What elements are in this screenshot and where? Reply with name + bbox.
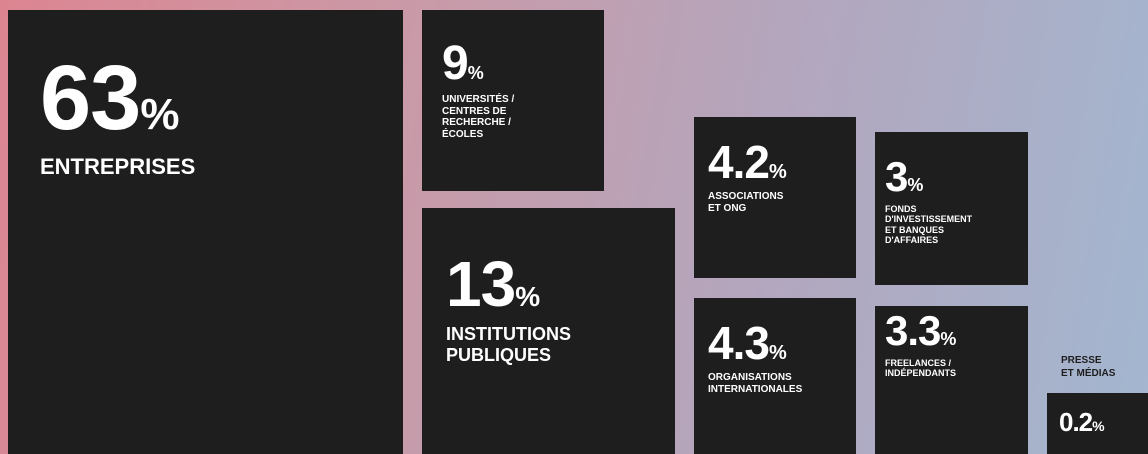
value-unit: %: [140, 90, 180, 139]
stat-value: 3%: [885, 156, 1024, 198]
value-number: 63: [40, 47, 141, 149]
stat-value: 9%: [442, 40, 600, 88]
value-unit: %: [1092, 418, 1105, 434]
stat-box: 63% ENTREPRISES: [8, 10, 403, 454]
value-number: 13: [446, 248, 516, 320]
stat-label: FREELANCES / INDÉPENDANTS: [885, 358, 1024, 379]
stat-value: 13%: [446, 252, 671, 316]
value-number: 0.2: [1059, 407, 1093, 437]
value-number: 4.2: [708, 136, 770, 188]
label-line: ORGANISATIONS: [708, 372, 792, 383]
value-unit: %: [467, 63, 484, 83]
value-number: 3.3: [885, 307, 941, 354]
label-line: D'AFFAIRES: [885, 235, 939, 246]
stat-label: PRESSE ET MÉDIAS: [1061, 355, 1115, 380]
stat-box: 9% UNIVERSITÉS / CENTRES DE RECHERCHE / ÉCOL…: [422, 10, 604, 191]
value-unit: %: [907, 175, 924, 195]
label-line: ET ONG: [708, 202, 747, 214]
stat-label: INSTITUTIONS PUBLIQUES: [446, 324, 671, 365]
label-line: ET MÉDIAS: [1061, 367, 1116, 379]
stat-box: 3% FONDS D'INVESTISSEMENT ET BANQUES D'AFFAI…: [875, 132, 1028, 285]
stat-label: UNIVERSITÉS / CENTRES DE RECHERCHE / ÉCOLES: [442, 94, 600, 140]
label-line: ET BANQUES: [885, 224, 945, 235]
stat-box: 3.3% FREELANCES / INDÉPENDANTS: [875, 306, 1028, 454]
stat-label: ORGANISATIONS INTERNATIONALES: [708, 372, 852, 395]
label-line: PUBLIQUES: [446, 344, 552, 365]
value-unit: %: [940, 329, 957, 349]
label-line: ASSOCIATIONS: [708, 191, 784, 202]
stat-label: ASSOCIATIONS ET ONG: [708, 191, 852, 214]
stat-value: 3.3%: [885, 310, 1024, 352]
label-line: ENTREPRISES: [40, 154, 196, 179]
label-line: FONDS: [885, 204, 917, 214]
value-number: 9: [442, 37, 469, 90]
value-unit: %: [768, 161, 787, 183]
stat-box: 4.2% ASSOCIATIONS ET ONG: [694, 117, 856, 278]
stat-box: 4.3% ORGANISATIONS INTERNATIONALES: [694, 298, 856, 454]
label-line: INTERNATIONALES: [708, 383, 803, 395]
stat-box: 0.2%: [1047, 393, 1148, 454]
stat-value: 4.2%: [708, 139, 852, 185]
label-line: D'INVESTISSEMENT: [885, 214, 973, 225]
label-line: PRESSE: [1061, 355, 1102, 366]
stat-box: 13% INSTITUTIONS PUBLIQUES: [422, 208, 675, 454]
stat-label: ENTREPRISES: [40, 154, 399, 179]
label-line: INSTITUTIONS: [446, 324, 571, 344]
stat-value: 4.3%: [708, 320, 852, 366]
label-line: RECHERCHE /: [442, 117, 511, 128]
label-line: ÉCOLES: [442, 128, 484, 140]
stat-label: FONDS D'INVESTISSEMENT ET BANQUES D'AFFAIRE…: [885, 204, 1024, 245]
label-line: UNIVERSITÉS /: [442, 94, 515, 105]
value-number: 4.3: [708, 317, 770, 369]
value-number: 3: [885, 153, 908, 200]
label-line: FREELANCES /: [885, 358, 952, 368]
value-unit: %: [768, 342, 787, 364]
label-line: INDÉPENDANTS: [885, 368, 957, 379]
value-unit: %: [515, 281, 541, 312]
stat-value: 0.2%: [1059, 409, 1144, 435]
stat-value: 63%: [40, 52, 399, 144]
label-line: CENTRES DE: [442, 105, 507, 117]
